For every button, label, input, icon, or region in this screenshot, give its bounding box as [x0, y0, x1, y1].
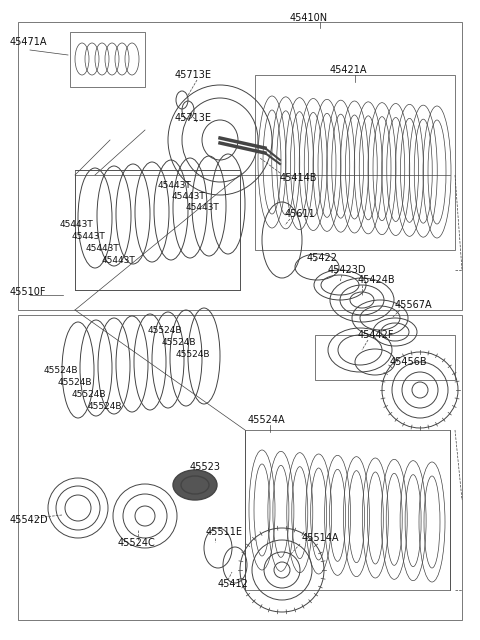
Text: 45523: 45523: [190, 462, 221, 472]
Ellipse shape: [181, 476, 209, 494]
Text: 45443T: 45443T: [158, 180, 192, 189]
Text: 45443T: 45443T: [72, 232, 106, 241]
Text: 45524B: 45524B: [58, 378, 93, 387]
Text: 45567A: 45567A: [395, 300, 432, 310]
Text: 45422: 45422: [307, 253, 338, 263]
Text: 45414B: 45414B: [280, 173, 317, 183]
Text: 45524B: 45524B: [162, 337, 196, 346]
Text: 45443T: 45443T: [60, 220, 94, 228]
Text: 45471A: 45471A: [10, 37, 48, 47]
Text: 45443T: 45443T: [102, 255, 136, 264]
Text: 45410N: 45410N: [290, 13, 328, 23]
Text: 45524B: 45524B: [72, 390, 107, 399]
Text: 45443T: 45443T: [172, 191, 206, 200]
Text: 45511E: 45511E: [206, 527, 243, 537]
Text: 45510F: 45510F: [10, 287, 47, 297]
Text: 45713E: 45713E: [175, 70, 212, 80]
Text: 45442F: 45442F: [358, 330, 395, 340]
Text: 45524A: 45524A: [248, 415, 286, 425]
Text: 45514A: 45514A: [302, 533, 339, 543]
Text: 45443T: 45443T: [86, 243, 120, 253]
Bar: [70, 32, 145, 87]
Text: 45412: 45412: [218, 579, 249, 589]
Text: 45524B: 45524B: [88, 401, 122, 410]
Text: 45456B: 45456B: [390, 357, 428, 367]
Text: 45424B: 45424B: [358, 275, 396, 285]
Text: 45443T: 45443T: [186, 202, 220, 211]
Text: 45542D: 45542D: [10, 515, 48, 525]
Text: 45524B: 45524B: [176, 349, 211, 358]
Text: 45524B: 45524B: [148, 326, 182, 335]
Text: 45611: 45611: [285, 209, 316, 219]
Text: 45524B: 45524B: [44, 365, 79, 374]
Text: 45421A: 45421A: [330, 65, 368, 75]
Text: 45423D: 45423D: [328, 265, 367, 275]
Ellipse shape: [173, 470, 217, 500]
Text: 45524C: 45524C: [118, 538, 156, 548]
Text: 45713E: 45713E: [175, 113, 212, 123]
